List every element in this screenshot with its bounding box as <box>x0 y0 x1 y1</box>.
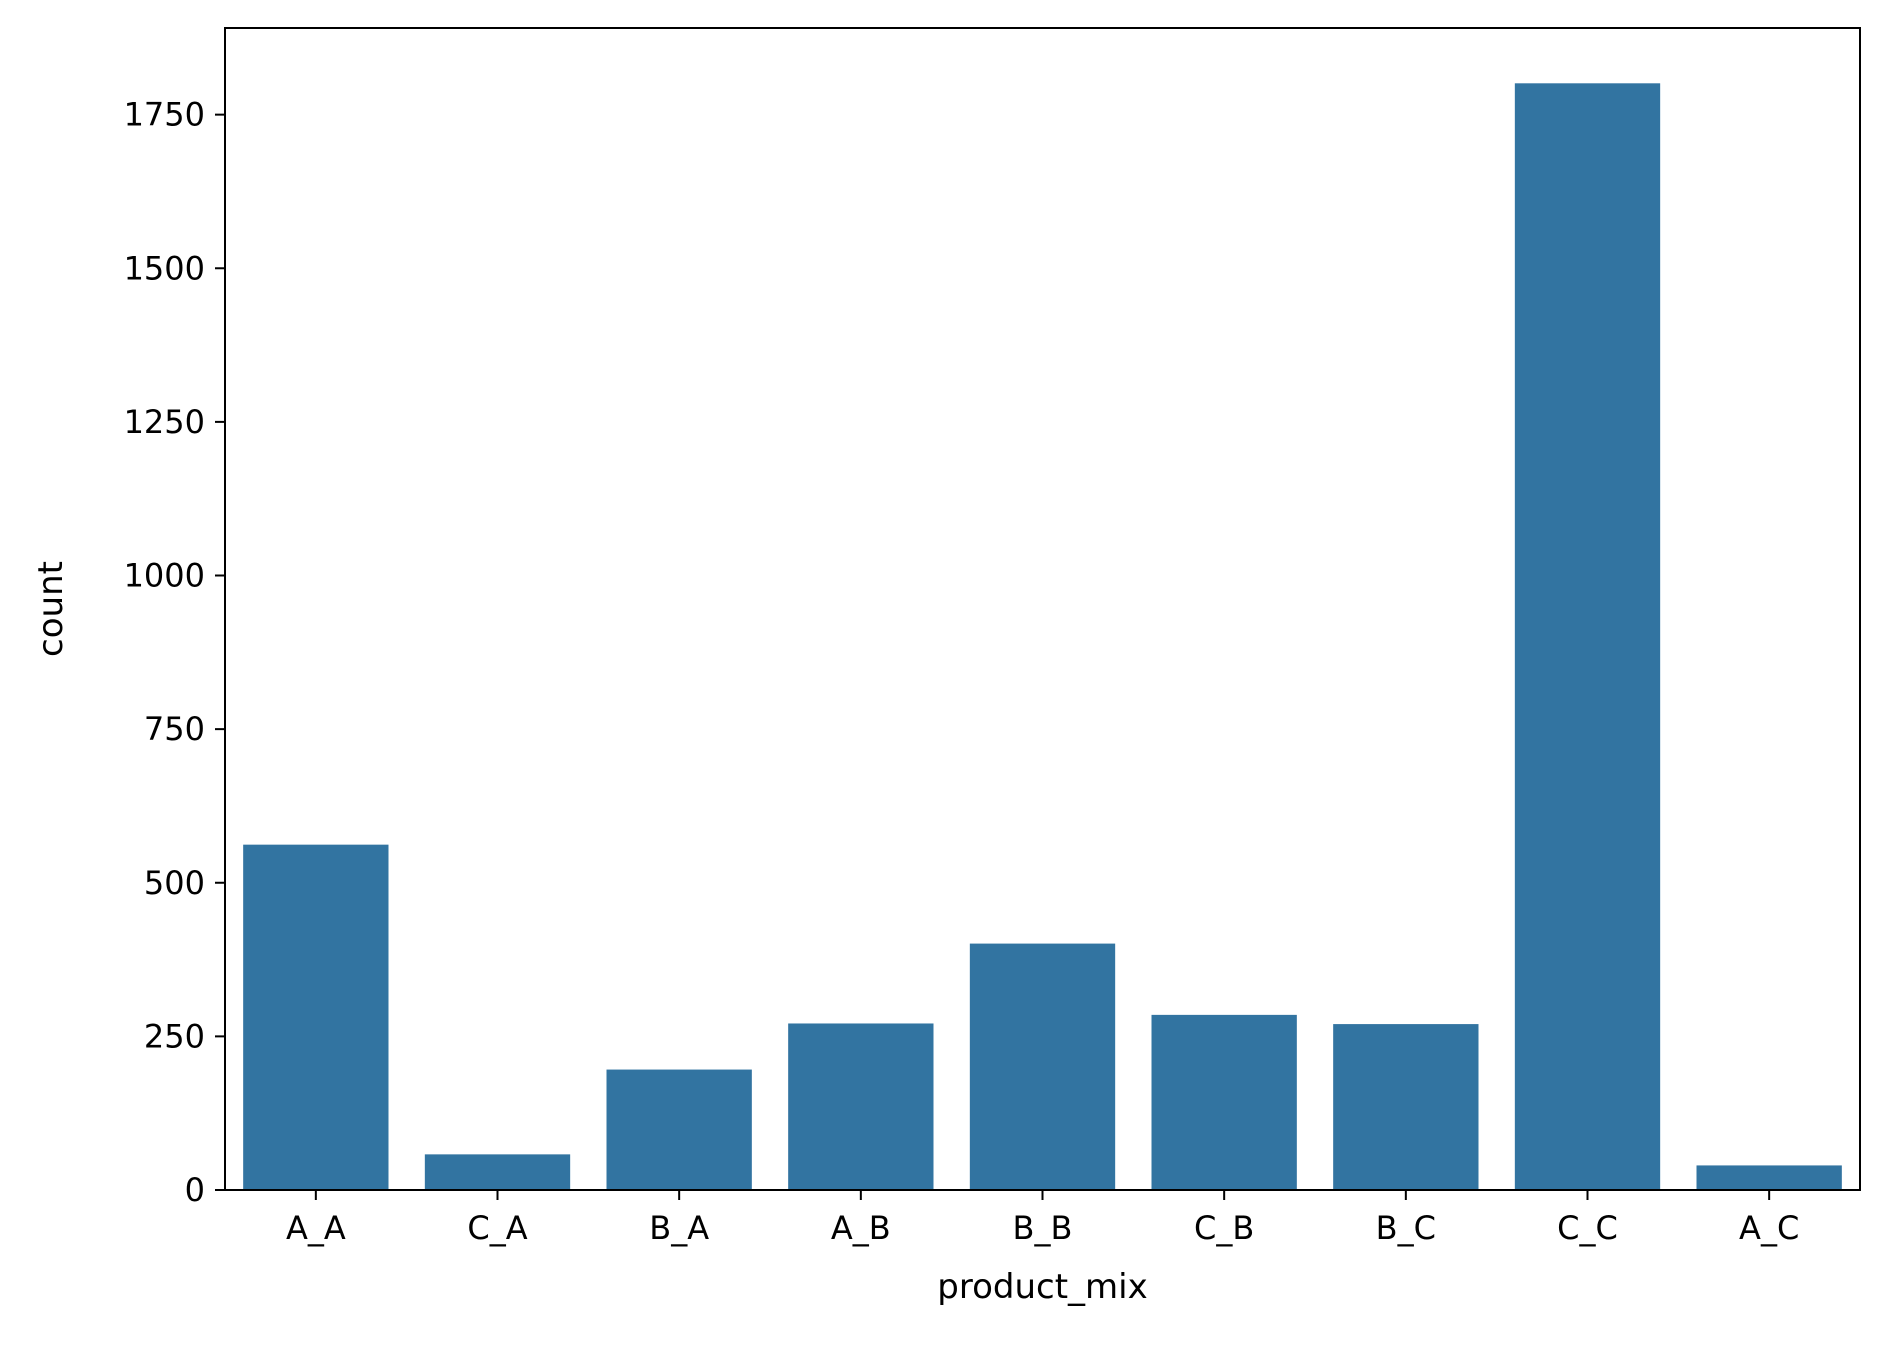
bar-a-a <box>243 844 389 1190</box>
x-tick-label: B_B <box>1013 1209 1073 1247</box>
y-tick-label: 1500 <box>124 249 205 287</box>
x-axis-label: product_mix <box>937 1267 1147 1307</box>
x-tick-label: B_C <box>1376 1209 1436 1247</box>
plot-frame <box>224 27 1861 1191</box>
y-tick-label: 250 <box>144 1017 205 1055</box>
y-tick-label: 0 <box>185 1171 205 1209</box>
x-tick-label: C_B <box>1194 1209 1254 1247</box>
x-tick-label: C_C <box>1557 1209 1618 1247</box>
x-tick-label: A_B <box>831 1209 891 1247</box>
bar-c-b <box>1151 1014 1297 1190</box>
ticks-layer: A_A C_A B_A A_B B_B C_B B_C C_C A_C 0 250 500 750 100… <box>124 96 1800 1247</box>
bar-b-b <box>969 943 1116 1190</box>
x-tick-label: A_C <box>1739 1209 1799 1247</box>
y-tick-label: 750 <box>144 710 205 748</box>
y-tick-label: 1000 <box>124 557 205 595</box>
bar-a-c <box>1696 1165 1842 1190</box>
x-tick-label: C_A <box>467 1209 527 1247</box>
y-tick-label: 500 <box>144 864 205 902</box>
bar-b-a <box>606 1069 752 1190</box>
bar-c-c <box>1514 83 1661 1190</box>
bar-a-b <box>788 1023 934 1190</box>
y-axis-label: count <box>31 561 71 657</box>
bar-c-a <box>424 1154 571 1190</box>
x-tick-label: A_A <box>286 1209 346 1247</box>
bar-b-c <box>1333 1024 1479 1190</box>
x-tick-label: B_A <box>649 1209 709 1247</box>
y-tick-label: 1250 <box>124 403 205 441</box>
bars-layer <box>243 83 1842 1190</box>
y-tick-label: 1750 <box>124 96 205 134</box>
